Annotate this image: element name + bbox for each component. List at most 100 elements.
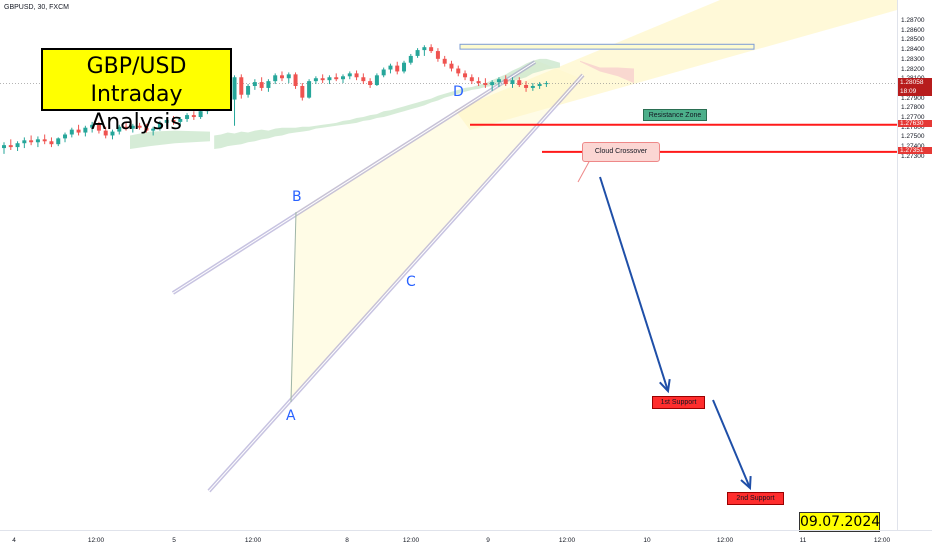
point-b-label: B bbox=[292, 189, 302, 205]
down-arrow-1-head bbox=[659, 378, 671, 394]
candle-body bbox=[15, 143, 20, 148]
y-tick-label: 1.27600 bbox=[901, 123, 925, 131]
candle-body bbox=[164, 119, 169, 123]
projected-cloud bbox=[580, 60, 634, 84]
cloud-crossover-label: Cloud Crossover bbox=[582, 142, 660, 162]
first-support-label: 1st Support bbox=[652, 396, 705, 409]
candle-body bbox=[381, 69, 386, 76]
y-tick-label: 1.27500 bbox=[901, 133, 925, 141]
candle-body bbox=[442, 58, 447, 64]
point-c-label: C bbox=[406, 274, 416, 290]
candle-body bbox=[320, 78, 325, 81]
x-tick-label: 12:00 bbox=[244, 537, 262, 544]
candle-body bbox=[530, 85, 535, 88]
y-tick-label: 1.27700 bbox=[901, 114, 925, 121]
first-support-price-badge: 1.27630 bbox=[898, 119, 932, 127]
candle-body bbox=[42, 139, 47, 142]
candle-body bbox=[69, 129, 74, 135]
candle-body bbox=[144, 127, 149, 131]
price-axis[interactable] bbox=[897, 0, 932, 530]
y-tick-label: 1.28700 bbox=[901, 17, 925, 24]
candle-body bbox=[307, 81, 312, 98]
candle-body bbox=[76, 129, 81, 133]
candle-body bbox=[544, 83, 549, 85]
candle-body bbox=[300, 85, 305, 98]
candle-body bbox=[503, 79, 508, 85]
candle-body bbox=[510, 80, 515, 85]
y-tick-label: 1.28600 bbox=[901, 26, 925, 34]
candle-body bbox=[476, 81, 481, 84]
candle-body bbox=[279, 75, 284, 79]
candle-body bbox=[266, 81, 271, 88]
candle-body bbox=[429, 47, 434, 52]
candle-body bbox=[313, 78, 318, 82]
x-tick-label: 12:00 bbox=[558, 537, 576, 544]
candle-body bbox=[524, 85, 529, 88]
y-tick-label: 1.27900 bbox=[901, 94, 925, 102]
candle-body bbox=[191, 115, 196, 118]
wedge-lower-line-inner bbox=[208, 74, 584, 492]
candle-body bbox=[537, 84, 542, 86]
x-tick-label: 9 bbox=[486, 537, 490, 544]
candle-body bbox=[35, 139, 40, 143]
candle-body bbox=[456, 68, 461, 74]
candle-body bbox=[117, 126, 122, 132]
candle-body bbox=[496, 79, 501, 83]
candle-body bbox=[286, 74, 291, 79]
candle-body bbox=[435, 51, 440, 59]
candle-body bbox=[374, 75, 379, 86]
candle-body bbox=[63, 134, 68, 139]
y-tick-label: 1.27300 bbox=[901, 152, 925, 160]
x-tick-label: 12:00 bbox=[716, 537, 734, 544]
candle-body bbox=[178, 118, 183, 122]
second-support-label: 2nd Support bbox=[727, 492, 784, 505]
candle-body bbox=[449, 63, 454, 69]
candle-body bbox=[157, 122, 162, 129]
candle-body bbox=[151, 128, 156, 131]
y-tick-label: 1.28200 bbox=[901, 65, 925, 73]
candle-body bbox=[259, 82, 264, 88]
candle-body bbox=[273, 75, 278, 82]
candle-body bbox=[239, 77, 244, 95]
candle-body bbox=[198, 111, 203, 118]
candle-body bbox=[49, 141, 54, 145]
down-arrow-2-head bbox=[740, 475, 752, 491]
title-line-2: Intraday Analysis bbox=[90, 82, 183, 135]
point-d-label: D bbox=[453, 84, 464, 100]
down-arrow-2 bbox=[712, 399, 751, 489]
wedge-fill bbox=[290, 60, 580, 400]
candle-body bbox=[29, 140, 34, 143]
candle-body bbox=[395, 65, 400, 72]
candle-body bbox=[334, 77, 339, 80]
candle-body bbox=[422, 47, 427, 51]
down-arrow-1 bbox=[599, 176, 669, 392]
candle-body bbox=[354, 73, 359, 78]
candle-body bbox=[463, 73, 468, 78]
x-tick-label: 12:00 bbox=[402, 537, 420, 544]
ichimoku-cloud-early bbox=[130, 130, 210, 150]
title-box: GBP/USD Intraday Analysis bbox=[41, 48, 232, 135]
candle-body bbox=[2, 145, 6, 149]
candle-body bbox=[103, 130, 108, 136]
current-price-badge: 1.28058 18:09 bbox=[898, 78, 932, 97]
wedge-upper-line-inner bbox=[172, 61, 536, 294]
date-label: 09.07.2024 bbox=[799, 512, 881, 532]
candle-body bbox=[408, 55, 413, 63]
candle-body bbox=[388, 65, 393, 70]
time-axis[interactable] bbox=[0, 530, 932, 551]
candle-body bbox=[171, 119, 176, 122]
candle-body bbox=[130, 125, 135, 129]
cloud-crossover-pointer bbox=[577, 159, 591, 183]
candle-body bbox=[8, 145, 13, 148]
ab-line bbox=[290, 211, 297, 403]
resistance-zone bbox=[459, 43, 755, 50]
candle-body bbox=[368, 81, 373, 86]
candle-body bbox=[96, 124, 101, 131]
candle-body bbox=[341, 76, 345, 80]
y-tick-label: 1.28500 bbox=[901, 36, 925, 44]
candle-body bbox=[415, 50, 420, 56]
candle-body bbox=[327, 77, 332, 81]
resistance-zone-label: Resistance Zone bbox=[643, 109, 707, 121]
y-tick-label: 1.27800 bbox=[901, 104, 925, 112]
